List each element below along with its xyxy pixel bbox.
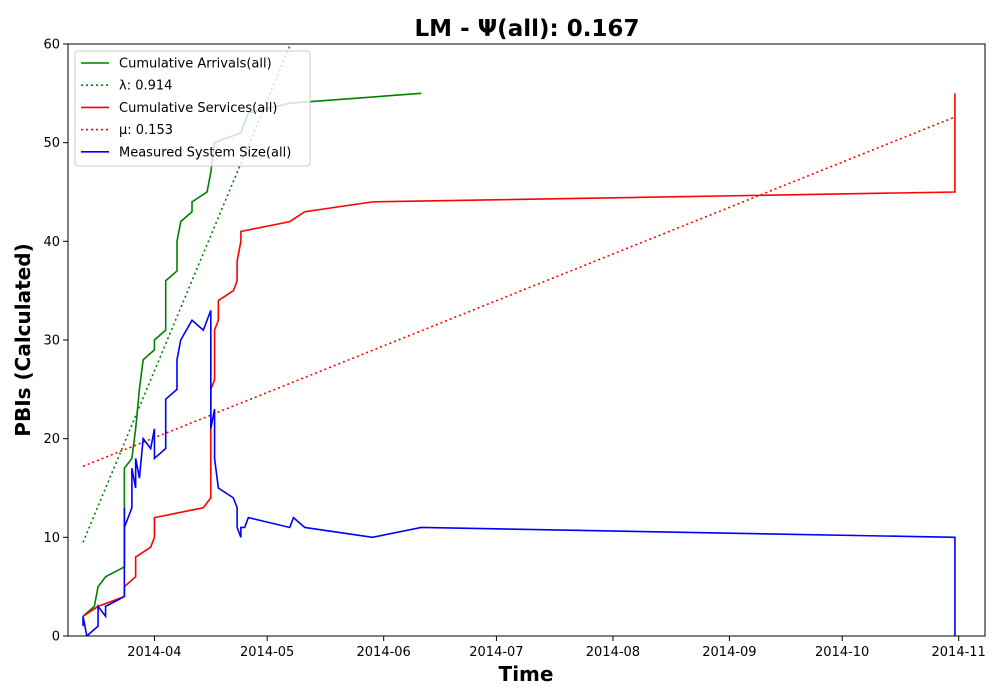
y-tick-label: 10	[43, 531, 60, 546]
x-tick-label: 2014-11	[932, 645, 986, 660]
legend-label-3: Cumulative Services(all)	[119, 101, 277, 116]
y-tick-label: 30	[43, 334, 60, 349]
legend-label-4: μ: 0.153	[119, 123, 173, 138]
y-tick-label: 0	[52, 630, 60, 645]
y-tick-label: 40	[43, 235, 60, 250]
x-tick-label: 2014-04	[127, 645, 181, 660]
x-axis: 2014-04 2014-05 2014-06 2014-07 2014-08 2014-…	[127, 636, 986, 660]
x-tick-label: 2014-09	[702, 645, 756, 660]
x-tick-label: 2014-05	[240, 645, 294, 660]
x-tick-label: 2014-10	[815, 645, 869, 660]
legend-box	[74, 50, 311, 167]
x-tick-label: 2014-08	[586, 645, 640, 660]
legend: Cumulative Arrivals(all) λ: 0.914 Cumulati…	[74, 50, 311, 167]
y-tick-label: 50	[43, 136, 60, 151]
x-axis-title: Time	[499, 662, 554, 686]
chart-title: LM - Ψ(all): 0.167	[415, 16, 640, 42]
y-axis: 0 10 20 30 40 50 60	[43, 38, 68, 645]
legend-label-2: λ: 0.914	[119, 79, 172, 94]
legend-label-5: Measured System Size(all)	[119, 145, 291, 160]
x-tick-label: 2014-06	[357, 645, 411, 660]
y-tick-label: 20	[43, 432, 60, 447]
series-line-3	[82, 93, 956, 617]
x-tick-label: 2014-07	[469, 645, 523, 660]
series-line-4	[82, 116, 956, 468]
y-tick-label: 60	[43, 38, 60, 53]
y-axis-title: PBIs (Calculated)	[11, 243, 35, 436]
legend-label-1: Cumulative Arrivals(all)	[119, 57, 272, 72]
series-line-5	[82, 310, 956, 636]
